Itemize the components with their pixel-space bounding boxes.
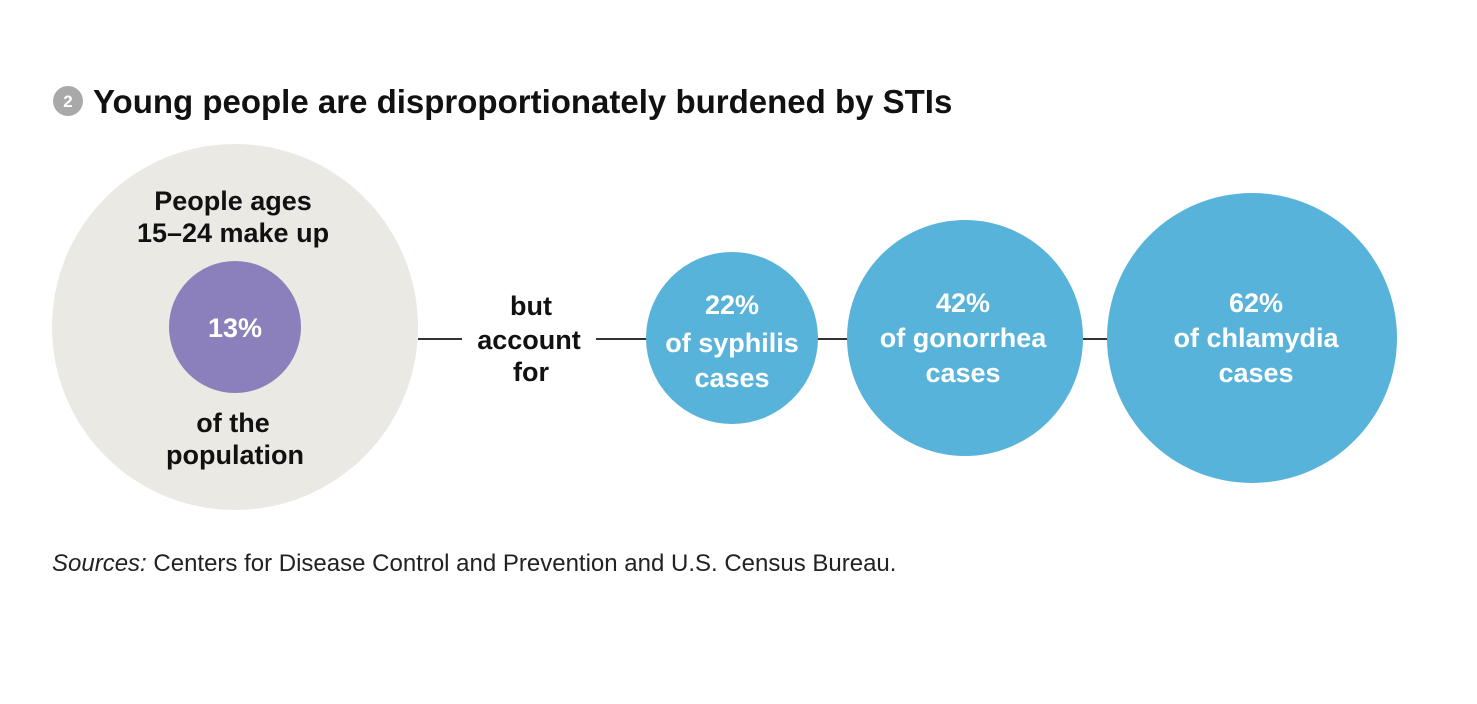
bubble-syphilis-circle <box>646 252 818 424</box>
chart-title: 2 Young people are disproportionately bu… <box>53 83 952 120</box>
bubble-chlamydia-value: 62% <box>1229 288 1283 318</box>
bubble-gonorrhea: 42% of gonorrhea cases <box>847 220 1083 456</box>
bubble-gonorrhea-circle <box>847 220 1083 456</box>
bubble-syphilis: 22% of syphilis cases <box>646 252 818 424</box>
population-label-bottom-1: of the <box>196 408 270 438</box>
source-text: Centers for Disease Control and Preventi… <box>147 550 897 577</box>
population-share-value: 13% <box>208 313 262 343</box>
step-badge-number: 2 <box>63 92 72 111</box>
source-lead: Sources: <box>52 550 147 577</box>
connector-text-line-3: for <box>513 357 549 387</box>
population-label-bottom-2: population <box>166 440 304 470</box>
bubble-chlamydia-unit: cases <box>1218 358 1293 388</box>
bubble-chlamydia-circle <box>1107 193 1397 483</box>
bubble-syphilis-unit: cases <box>694 363 769 393</box>
population-label-top-2: 15–24 make up <box>137 218 329 248</box>
bubble-syphilis-label: of syphilis <box>665 328 799 358</box>
bubble-gonorrhea-unit: cases <box>925 358 1000 388</box>
bubble-gonorrhea-value: 42% <box>936 288 990 318</box>
bubble-chlamydia-label: of chlamydia <box>1173 323 1339 353</box>
title-text: Young people are disproportionately burd… <box>93 83 952 120</box>
population-group: People ages 15–24 make up 13% of the pop… <box>52 144 418 510</box>
connector-text-line-2: account <box>477 325 581 355</box>
bubble-syphilis-value: 22% <box>705 290 759 320</box>
population-share-circle <box>169 261 301 393</box>
connector-text-line-1: but <box>510 291 552 321</box>
step-badge-icon <box>53 86 83 116</box>
connector-text: but account for <box>477 291 581 387</box>
bubble-chlamydia: 62% of chlamydia cases <box>1107 193 1397 483</box>
population-label-top-1: People ages <box>154 186 312 216</box>
source-note: Sources: Centers for Disease Control and… <box>52 550 896 577</box>
bubble-gonorrhea-label: of gonorrhea <box>880 323 1047 353</box>
